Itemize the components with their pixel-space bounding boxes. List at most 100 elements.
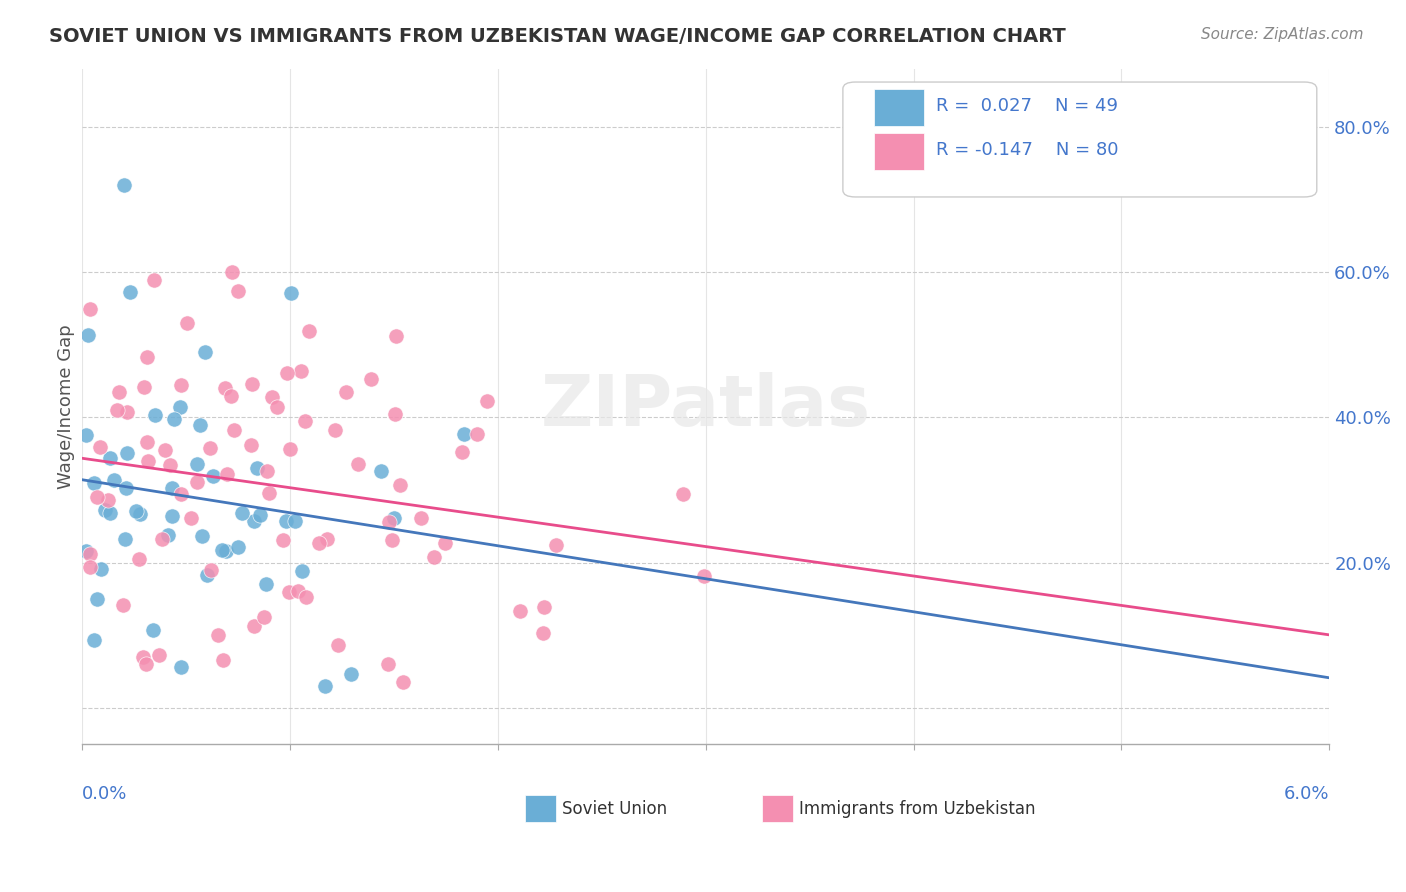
Point [381, 533, 404, 548]
Point [323, 423, 346, 437]
Point [112, 178, 135, 192]
Point [290, 364, 312, 378]
Point [314, 680, 336, 694]
Text: 0.0%: 0.0% [82, 785, 128, 803]
Point [221, 265, 243, 279]
Point [423, 549, 446, 564]
Text: ZIPatlas: ZIPatlas [541, 372, 870, 441]
Point [170, 486, 193, 500]
Text: R = -0.147    N = 80: R = -0.147 N = 80 [936, 141, 1119, 159]
Point [533, 600, 555, 615]
Point [315, 532, 337, 546]
Point [150, 532, 173, 546]
Point [115, 446, 138, 460]
Point [273, 533, 295, 548]
Point [97, 493, 120, 508]
Point [219, 389, 242, 403]
Point [115, 405, 138, 419]
Point [153, 443, 176, 458]
Point [391, 675, 413, 690]
Point [240, 376, 263, 391]
Point [136, 453, 159, 467]
Point [114, 532, 136, 546]
Point [129, 507, 152, 521]
Point [200, 563, 222, 577]
Point [77, 328, 100, 343]
Point [169, 400, 191, 414]
Point [107, 402, 129, 417]
Point [148, 648, 170, 662]
Point [98, 506, 121, 520]
Point [176, 316, 198, 330]
Point [83, 632, 105, 647]
Point [693, 569, 716, 583]
Point [226, 284, 249, 298]
Point [170, 660, 193, 674]
Point [134, 380, 156, 394]
Point [79, 560, 101, 574]
FancyBboxPatch shape [875, 133, 924, 169]
Text: Immigrants from Uzbekistan: Immigrants from Uzbekistan [799, 800, 1036, 818]
Point [214, 381, 236, 395]
Point [477, 393, 499, 408]
Text: Source: ZipAtlas.com: Source: ZipAtlas.com [1201, 27, 1364, 42]
Point [280, 285, 302, 300]
Point [409, 511, 432, 525]
Point [465, 427, 488, 442]
FancyBboxPatch shape [842, 82, 1317, 197]
FancyBboxPatch shape [875, 89, 924, 126]
Point [544, 538, 567, 552]
Point [298, 324, 321, 338]
Point [276, 514, 298, 528]
Point [252, 609, 274, 624]
Point [228, 540, 250, 554]
Point [112, 598, 135, 612]
Point [142, 623, 165, 637]
Point [378, 515, 401, 529]
Point [195, 567, 218, 582]
Point [335, 384, 357, 399]
Point [308, 535, 330, 549]
Point [157, 528, 180, 542]
Point [120, 285, 142, 299]
Text: SOVIET UNION VS IMMIGRANTS FROM UZBEKISTAN WAGE/INCOME GAP CORRELATION CHART: SOVIET UNION VS IMMIGRANTS FROM UZBEKIST… [49, 27, 1066, 45]
Point [278, 442, 301, 456]
Point [276, 366, 298, 380]
Point [160, 509, 183, 524]
Point [509, 604, 531, 618]
Point [107, 384, 129, 399]
Point [295, 591, 318, 605]
Point [434, 536, 457, 550]
Point [260, 390, 283, 404]
Point [194, 345, 217, 359]
Point [672, 487, 695, 501]
Point [377, 657, 399, 671]
Point [94, 503, 117, 517]
Point [231, 506, 253, 520]
Point [135, 657, 157, 671]
Point [86, 592, 108, 607]
Point [83, 475, 105, 490]
Point [202, 469, 225, 483]
Point [215, 543, 238, 558]
Point [143, 408, 166, 422]
Point [346, 458, 368, 472]
Point [212, 653, 235, 667]
FancyBboxPatch shape [762, 795, 793, 822]
Point [132, 650, 155, 665]
Point [211, 543, 233, 558]
Point [191, 529, 214, 543]
Point [451, 445, 474, 459]
Point [207, 628, 229, 642]
Point [136, 435, 159, 450]
FancyBboxPatch shape [524, 795, 555, 822]
Point [186, 458, 208, 472]
Point [89, 440, 111, 454]
Point [291, 564, 314, 578]
Point [278, 585, 301, 599]
Point [125, 504, 148, 518]
Point [215, 467, 238, 482]
Y-axis label: Wage/Income Gap: Wage/Income Gap [58, 324, 75, 489]
Point [98, 451, 121, 466]
Point [79, 302, 101, 317]
